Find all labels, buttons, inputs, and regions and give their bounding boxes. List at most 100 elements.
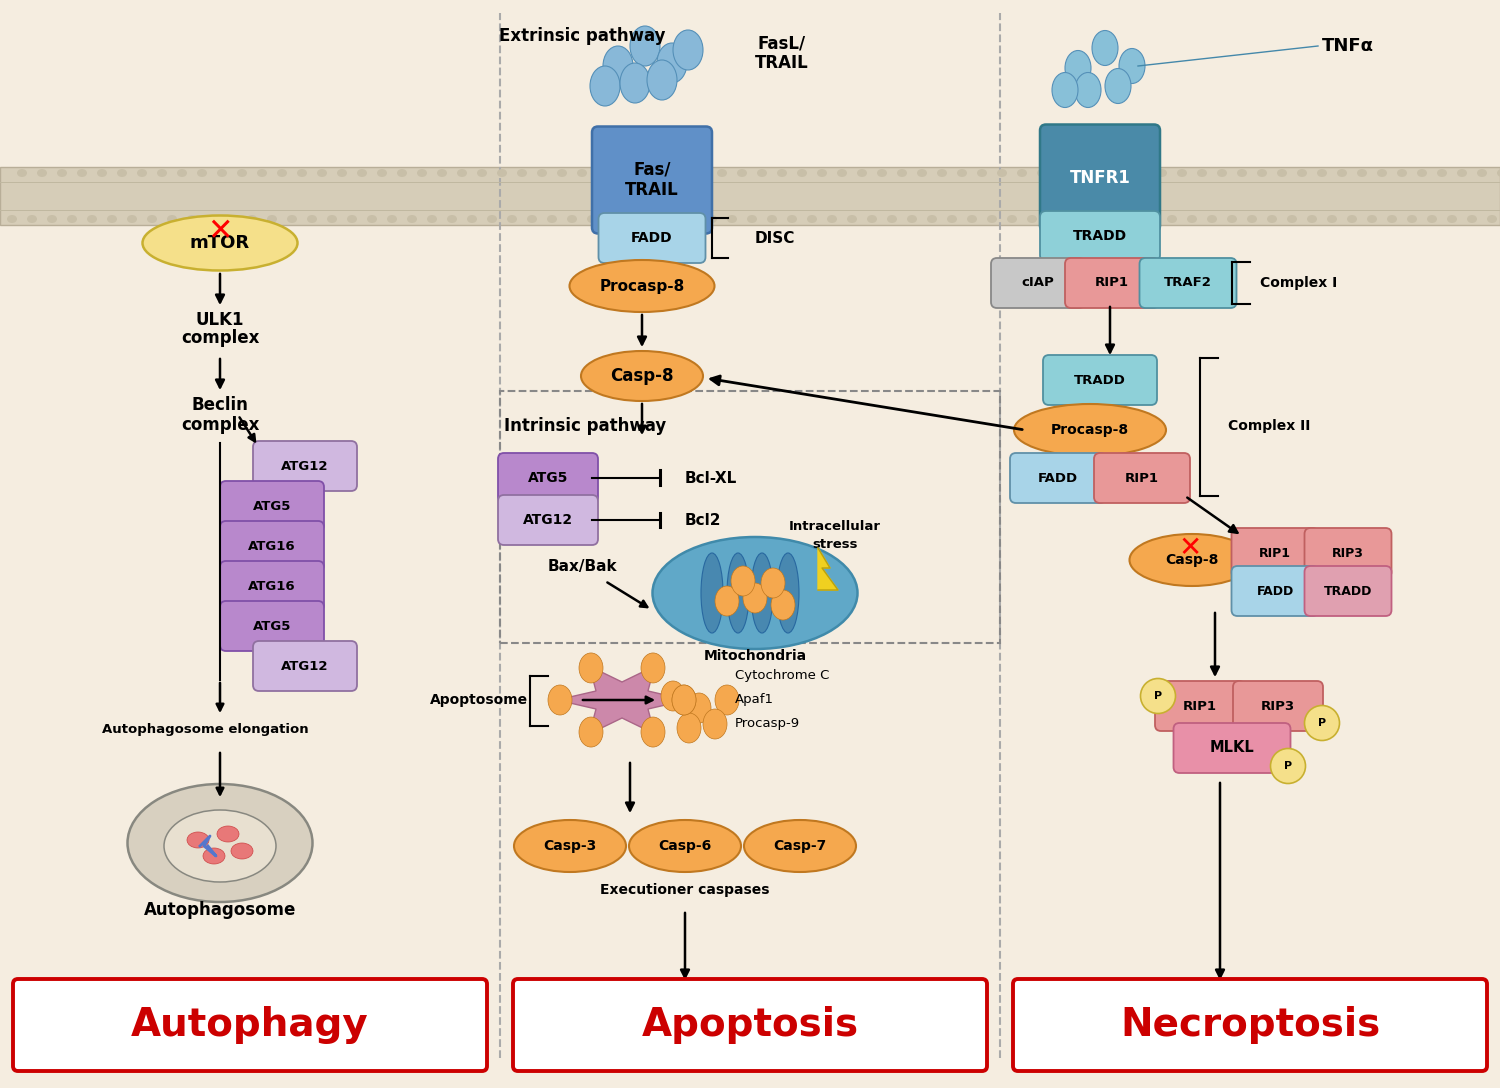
Ellipse shape: [807, 215, 818, 223]
Text: Beclin: Beclin: [192, 396, 249, 415]
Ellipse shape: [1268, 215, 1276, 223]
Ellipse shape: [496, 169, 507, 177]
Ellipse shape: [1418, 169, 1426, 177]
FancyBboxPatch shape: [1065, 258, 1160, 308]
Ellipse shape: [1066, 215, 1077, 223]
Ellipse shape: [196, 169, 207, 177]
Ellipse shape: [1197, 169, 1208, 177]
Text: P: P: [1318, 718, 1326, 728]
Ellipse shape: [436, 169, 447, 177]
Ellipse shape: [16, 169, 27, 177]
Ellipse shape: [630, 26, 660, 66]
Text: Casp-7: Casp-7: [774, 839, 826, 853]
Text: Bcl-XL: Bcl-XL: [686, 470, 738, 485]
Ellipse shape: [376, 169, 387, 177]
Text: FADD: FADD: [1038, 471, 1078, 484]
Ellipse shape: [1246, 215, 1257, 223]
Ellipse shape: [466, 215, 477, 223]
Ellipse shape: [1118, 169, 1126, 177]
Ellipse shape: [716, 586, 740, 616]
Ellipse shape: [46, 215, 57, 223]
Text: complex: complex: [182, 329, 260, 347]
Ellipse shape: [976, 169, 987, 177]
Ellipse shape: [117, 169, 128, 177]
Ellipse shape: [706, 215, 717, 223]
Ellipse shape: [1036, 169, 1047, 177]
Text: ATG12: ATG12: [282, 659, 328, 672]
Ellipse shape: [704, 709, 728, 739]
FancyBboxPatch shape: [1042, 355, 1156, 405]
Text: Apaf1: Apaf1: [735, 693, 774, 706]
Ellipse shape: [818, 169, 827, 177]
Ellipse shape: [717, 169, 728, 177]
Ellipse shape: [1126, 215, 1137, 223]
FancyBboxPatch shape: [992, 258, 1084, 308]
Ellipse shape: [674, 30, 704, 70]
Ellipse shape: [1076, 73, 1101, 108]
Ellipse shape: [987, 215, 998, 223]
Text: FADD: FADD: [1257, 584, 1293, 597]
Ellipse shape: [57, 169, 68, 177]
Text: Extrinsic pathway: Extrinsic pathway: [498, 27, 666, 45]
FancyBboxPatch shape: [1232, 528, 1318, 578]
Text: Procasp-8: Procasp-8: [1052, 423, 1130, 437]
Ellipse shape: [316, 169, 327, 177]
Ellipse shape: [1130, 534, 1254, 586]
Ellipse shape: [1306, 215, 1317, 223]
Ellipse shape: [927, 215, 938, 223]
Text: RIP1: RIP1: [1125, 471, 1160, 484]
Ellipse shape: [1305, 705, 1340, 741]
Ellipse shape: [916, 169, 927, 177]
FancyBboxPatch shape: [1173, 724, 1290, 772]
Ellipse shape: [1047, 215, 1058, 223]
Ellipse shape: [1140, 679, 1176, 714]
Text: complex: complex: [182, 416, 260, 434]
Ellipse shape: [548, 685, 572, 715]
Ellipse shape: [676, 169, 687, 177]
Ellipse shape: [548, 215, 556, 223]
Ellipse shape: [646, 60, 676, 100]
Ellipse shape: [417, 169, 428, 177]
Ellipse shape: [248, 215, 256, 223]
FancyBboxPatch shape: [1040, 124, 1160, 232]
Text: Casp-8: Casp-8: [1166, 553, 1218, 567]
Ellipse shape: [556, 169, 567, 177]
Ellipse shape: [687, 693, 711, 724]
Ellipse shape: [628, 820, 741, 871]
Ellipse shape: [526, 215, 537, 223]
Ellipse shape: [1186, 215, 1197, 223]
FancyBboxPatch shape: [1305, 528, 1392, 578]
Ellipse shape: [590, 66, 620, 106]
Text: mTOR: mTOR: [190, 234, 250, 252]
Ellipse shape: [1058, 169, 1066, 177]
Ellipse shape: [1388, 215, 1396, 223]
Ellipse shape: [620, 63, 650, 103]
Ellipse shape: [188, 832, 209, 848]
Text: Procasp-9: Procasp-9: [735, 717, 800, 729]
Ellipse shape: [837, 169, 848, 177]
Text: MLKL: MLKL: [1209, 741, 1254, 755]
Ellipse shape: [1287, 215, 1298, 223]
Ellipse shape: [278, 169, 286, 177]
Ellipse shape: [1167, 215, 1178, 223]
Ellipse shape: [730, 566, 754, 596]
FancyBboxPatch shape: [1232, 566, 1318, 616]
Ellipse shape: [1227, 215, 1238, 223]
Ellipse shape: [736, 169, 747, 177]
Ellipse shape: [226, 215, 237, 223]
FancyBboxPatch shape: [254, 641, 357, 691]
Ellipse shape: [640, 717, 664, 747]
Ellipse shape: [1014, 404, 1166, 456]
Ellipse shape: [1096, 169, 1107, 177]
Ellipse shape: [946, 215, 957, 223]
Ellipse shape: [728, 215, 736, 223]
Text: Bcl2: Bcl2: [686, 512, 722, 528]
Ellipse shape: [687, 215, 698, 223]
FancyBboxPatch shape: [220, 521, 324, 571]
Ellipse shape: [1317, 169, 1328, 177]
Ellipse shape: [908, 215, 916, 223]
Text: ATG5: ATG5: [528, 471, 568, 485]
Ellipse shape: [1377, 169, 1388, 177]
FancyBboxPatch shape: [13, 979, 488, 1071]
Ellipse shape: [886, 215, 897, 223]
